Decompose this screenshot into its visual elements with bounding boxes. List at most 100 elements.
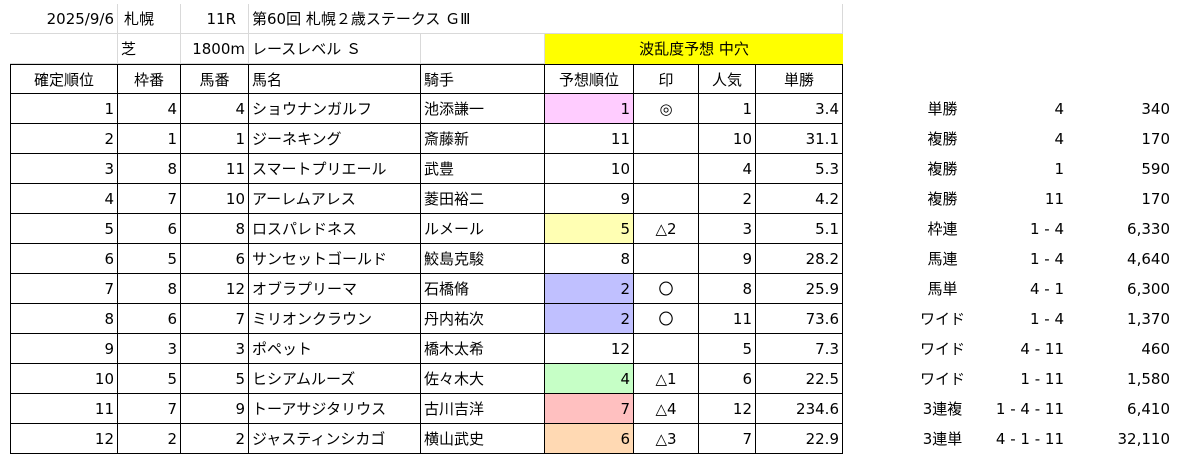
payout-type-cell[interactable]: 複勝	[927, 190, 958, 208]
distance-cell[interactable]: 1800m	[181, 34, 249, 64]
payout-type-cell[interactable]: 複勝	[927, 160, 958, 178]
name-cell[interactable]: ポペット	[249, 334, 421, 364]
payout-type-cell[interactable]: ワイド	[919, 310, 965, 328]
pop-cell[interactable]: 10	[699, 124, 756, 154]
name-cell[interactable]: トーアサジタリウス	[249, 394, 421, 424]
name-cell[interactable]: サンセットゴールド	[249, 244, 421, 274]
pred-cell[interactable]: 4	[545, 364, 634, 394]
name-cell[interactable]: オブラプリーマ	[249, 274, 421, 304]
header-rank[interactable]: 確定順位	[10, 64, 118, 94]
rank-cell[interactable]: 3	[10, 154, 118, 184]
uma-cell[interactable]: 11	[181, 154, 249, 184]
odds-cell[interactable]: 234.6	[756, 394, 843, 424]
jockey-cell[interactable]: 古川吉洋	[421, 394, 545, 424]
payout-combo-cell[interactable]: 1	[1054, 160, 1064, 178]
payout-type-cell[interactable]: 枠連	[927, 220, 958, 238]
payout-combo-cell[interactable]: 1 - 4	[1029, 220, 1064, 238]
payout-amount-cell[interactable]: 340	[1141, 100, 1170, 118]
payout-type-cell[interactable]: 3連単	[922, 430, 963, 448]
waku-cell[interactable]: 6	[118, 304, 181, 334]
venue-cell[interactable]: 札幌	[118, 4, 181, 34]
uma-cell[interactable]: 5	[181, 364, 249, 394]
jockey-cell[interactable]: 武豊	[421, 154, 545, 184]
payout-type-cell[interactable]: ワイド	[919, 340, 965, 358]
waku-cell[interactable]: 8	[118, 154, 181, 184]
name-cell[interactable]: スマートプリエール	[249, 154, 421, 184]
payout-combo-cell[interactable]: 4 - 11	[1020, 340, 1064, 358]
payout-type-cell[interactable]: 馬単	[927, 280, 958, 298]
rank-cell[interactable]: 10	[10, 364, 118, 394]
name-cell[interactable]: ショウナンガルフ	[249, 94, 421, 124]
payout-amount-cell[interactable]: 590	[1141, 160, 1170, 178]
pred-cell[interactable]: 2	[545, 274, 634, 304]
waku-cell[interactable]: 7	[118, 184, 181, 214]
mark-cell[interactable]	[634, 154, 699, 184]
surface-cell[interactable]: 芝	[118, 34, 181, 64]
payout-amount-cell[interactable]: 6,330	[1127, 220, 1170, 238]
odds-cell[interactable]: 5.1	[756, 214, 843, 244]
empty-cell[interactable]	[10, 34, 118, 64]
forecast-cell[interactable]: 波乱度予想 中穴	[545, 34, 843, 64]
pop-cell[interactable]: 4	[699, 154, 756, 184]
header-jockey[interactable]: 騎手	[421, 64, 545, 94]
race-number-cell[interactable]: 11R	[181, 4, 249, 34]
payout-type-cell[interactable]: 複勝	[927, 130, 958, 148]
pop-cell[interactable]: 11	[699, 304, 756, 334]
payout-amount-cell[interactable]: 4,640	[1127, 250, 1170, 268]
mark-cell[interactable]: 〇	[634, 304, 699, 334]
name-cell[interactable]: ジャスティンシカゴ	[249, 424, 421, 454]
name-cell[interactable]: ヒシアムルーズ	[249, 364, 421, 394]
uma-cell[interactable]: 9	[181, 394, 249, 424]
pop-cell[interactable]: 12	[699, 394, 756, 424]
waku-cell[interactable]: 7	[118, 394, 181, 424]
pop-cell[interactable]: 6	[699, 364, 756, 394]
header-mark[interactable]: 印	[634, 64, 699, 94]
jockey-cell[interactable]: 斎藤新	[421, 124, 545, 154]
uma-cell[interactable]: 2	[181, 424, 249, 454]
rank-cell[interactable]: 12	[10, 424, 118, 454]
rank-cell[interactable]: 1	[10, 94, 118, 124]
jockey-cell[interactable]: 丹内祐次	[421, 304, 545, 334]
pop-cell[interactable]: 5	[699, 334, 756, 364]
jockey-cell[interactable]: 菱田裕二	[421, 184, 545, 214]
race-date-cell[interactable]: 2025/9/6	[10, 4, 118, 34]
payout-combo-cell[interactable]: 4 - 1 - 11	[995, 430, 1064, 448]
payout-combo-cell[interactable]: 1 - 4	[1029, 310, 1064, 328]
empty-cell[interactable]	[421, 34, 545, 64]
pred-cell[interactable]: 2	[545, 304, 634, 334]
pop-cell[interactable]: 9	[699, 244, 756, 274]
odds-cell[interactable]: 4.2	[756, 184, 843, 214]
pred-cell[interactable]: 1	[545, 94, 634, 124]
uma-cell[interactable]: 1	[181, 124, 249, 154]
payout-amount-cell[interactable]: 6,410	[1127, 400, 1170, 418]
waku-cell[interactable]: 5	[118, 244, 181, 274]
header-waku[interactable]: 枠番	[118, 64, 181, 94]
payout-combo-cell[interactable]: 4	[1054, 130, 1064, 148]
rank-cell[interactable]: 6	[10, 244, 118, 274]
pred-cell[interactable]: 8	[545, 244, 634, 274]
race-level-cell[interactable]: レースレベル Ｓ	[249, 34, 421, 64]
payout-type-cell[interactable]: 3連複	[922, 400, 963, 418]
mark-cell[interactable]	[634, 244, 699, 274]
mark-cell[interactable]: △3	[634, 424, 699, 454]
mark-cell[interactable]: ◎	[634, 94, 699, 124]
mark-cell[interactable]: △1	[634, 364, 699, 394]
jockey-cell[interactable]: 横山武史	[421, 424, 545, 454]
mark-cell[interactable]	[634, 124, 699, 154]
payout-type-cell[interactable]: 単勝	[927, 100, 958, 118]
jockey-cell[interactable]: 鮫島克駿	[421, 244, 545, 274]
header-odds[interactable]: 単勝	[756, 64, 843, 94]
pred-cell[interactable]: 12	[545, 334, 634, 364]
odds-cell[interactable]: 5.3	[756, 154, 843, 184]
odds-cell[interactable]: 3.4	[756, 94, 843, 124]
waku-cell[interactable]: 4	[118, 94, 181, 124]
uma-cell[interactable]: 12	[181, 274, 249, 304]
jockey-cell[interactable]: ルメール	[421, 214, 545, 244]
payout-amount-cell[interactable]: 460	[1141, 340, 1170, 358]
uma-cell[interactable]: 3	[181, 334, 249, 364]
rank-cell[interactable]: 8	[10, 304, 118, 334]
pred-cell[interactable]: 10	[545, 154, 634, 184]
pop-cell[interactable]: 3	[699, 214, 756, 244]
uma-cell[interactable]: 8	[181, 214, 249, 244]
name-cell[interactable]: アーレムアレス	[249, 184, 421, 214]
